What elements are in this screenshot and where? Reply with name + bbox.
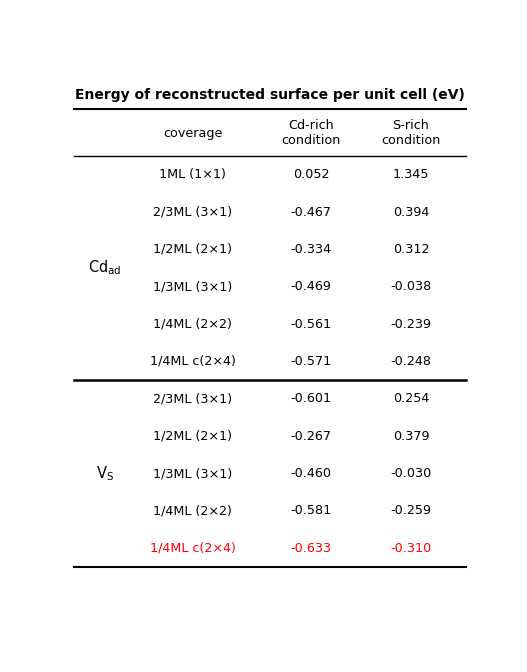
Text: 1/3ML (3×1): 1/3ML (3×1) [153, 280, 232, 293]
Text: -0.601: -0.601 [290, 392, 331, 405]
Text: 1/3ML (3×1): 1/3ML (3×1) [153, 467, 232, 480]
Text: -0.581: -0.581 [290, 505, 331, 517]
Text: Energy of reconstructed surface per unit cell (eV): Energy of reconstructed surface per unit… [75, 87, 465, 101]
Text: -0.259: -0.259 [391, 505, 432, 517]
Text: 1/2ML (2×1): 1/2ML (2×1) [153, 243, 232, 256]
Text: 1ML (1×1): 1ML (1×1) [159, 168, 226, 181]
Text: -0.038: -0.038 [391, 280, 432, 293]
Text: Cd-rich
condition: Cd-rich condition [281, 119, 340, 147]
Text: -0.239: -0.239 [391, 318, 432, 331]
Text: Cd$_{\mathregular{ad}}$: Cd$_{\mathregular{ad}}$ [88, 259, 121, 278]
Text: 1/4ML (2×2): 1/4ML (2×2) [153, 505, 232, 517]
Text: 1/4ML (2×2): 1/4ML (2×2) [153, 318, 232, 331]
Text: -0.267: -0.267 [290, 429, 331, 443]
Text: 1/2ML (2×1): 1/2ML (2×1) [153, 429, 232, 443]
Text: -0.561: -0.561 [290, 318, 331, 331]
Text: 0.394: 0.394 [393, 206, 429, 218]
Text: -0.030: -0.030 [391, 467, 432, 480]
Text: -0.310: -0.310 [391, 542, 432, 554]
Text: 0.379: 0.379 [393, 429, 430, 443]
Text: 1/4ML c(2×4): 1/4ML c(2×4) [150, 355, 236, 368]
Text: -0.469: -0.469 [290, 280, 331, 293]
Text: -0.633: -0.633 [290, 542, 331, 554]
Text: V$_{\mathregular{S}}$: V$_{\mathregular{S}}$ [96, 464, 114, 483]
Text: -0.460: -0.460 [290, 467, 331, 480]
Text: 1.345: 1.345 [393, 168, 430, 181]
Text: coverage: coverage [163, 126, 222, 140]
Text: -0.248: -0.248 [391, 355, 432, 368]
Text: -0.334: -0.334 [290, 243, 331, 256]
Text: 1/4ML c(2×4): 1/4ML c(2×4) [150, 542, 236, 554]
Text: 2/3ML (3×1): 2/3ML (3×1) [153, 206, 232, 218]
Text: S-rich
condition: S-rich condition [382, 119, 441, 147]
Text: -0.467: -0.467 [290, 206, 331, 218]
Text: 0.052: 0.052 [292, 168, 329, 181]
Text: 2/3ML (3×1): 2/3ML (3×1) [153, 392, 232, 405]
Text: 0.254: 0.254 [393, 392, 429, 405]
Text: 0.312: 0.312 [393, 243, 430, 256]
Text: -0.571: -0.571 [290, 355, 331, 368]
